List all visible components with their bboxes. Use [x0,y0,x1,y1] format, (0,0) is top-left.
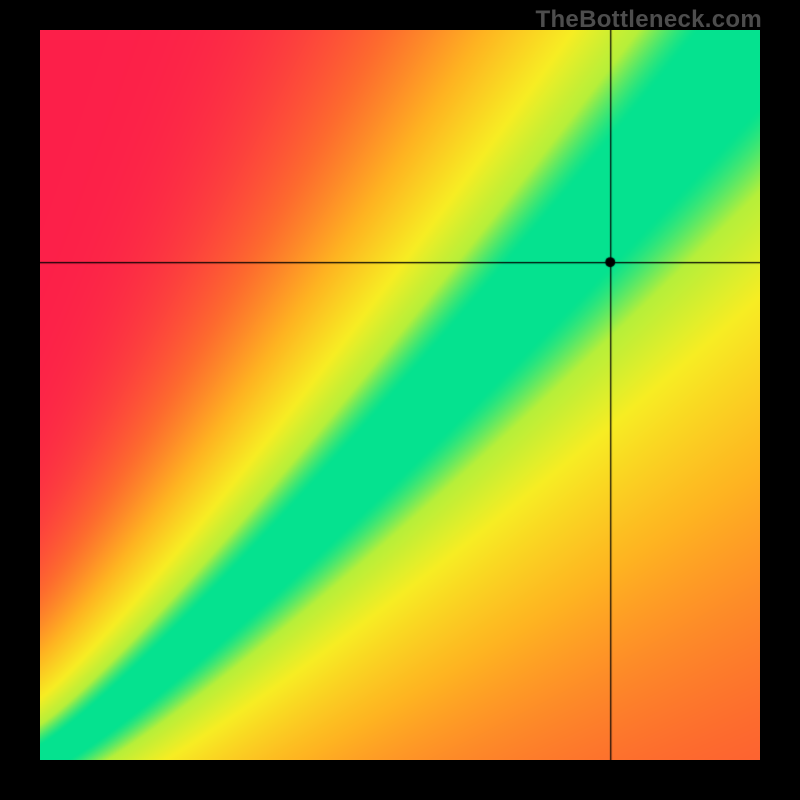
bottleneck-heatmap [40,30,760,760]
chart-frame: TheBottleneck.com [0,0,800,800]
plot-area [40,30,760,760]
